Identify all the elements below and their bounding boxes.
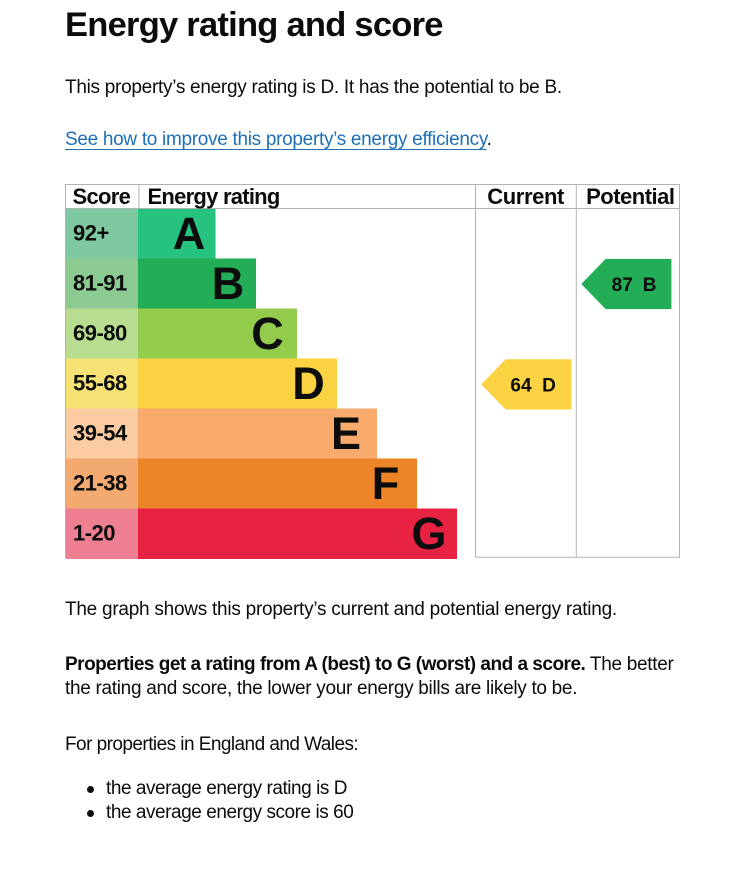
svg-text:Current: Current [487,184,565,209]
svg-text:B: B [212,258,245,309]
svg-text:A: A [173,208,206,259]
svg-text:21-38: 21-38 [73,470,127,495]
svg-text:E: E [331,408,361,459]
svg-text:G: G [411,508,446,559]
svg-text:Score: Score [73,184,131,209]
svg-text:D: D [542,375,556,396]
svg-text:64: 64 [510,375,532,396]
svg-text:C: C [251,308,284,359]
svg-text:92+: 92+ [73,220,109,245]
svg-text:Energy rating: Energy rating [148,184,280,209]
svg-text:D: D [292,358,325,409]
svg-text:39-54: 39-54 [73,420,128,445]
svg-text:81-91: 81-91 [73,270,127,295]
svg-text:1-20: 1-20 [73,520,115,545]
svg-text:F: F [372,458,400,509]
svg-text:B: B [643,274,657,295]
svg-text:Potential: Potential [586,184,674,209]
svg-text:55-68: 55-68 [73,370,127,395]
svg-text:87: 87 [612,274,633,295]
svg-text:69-80: 69-80 [73,320,127,345]
